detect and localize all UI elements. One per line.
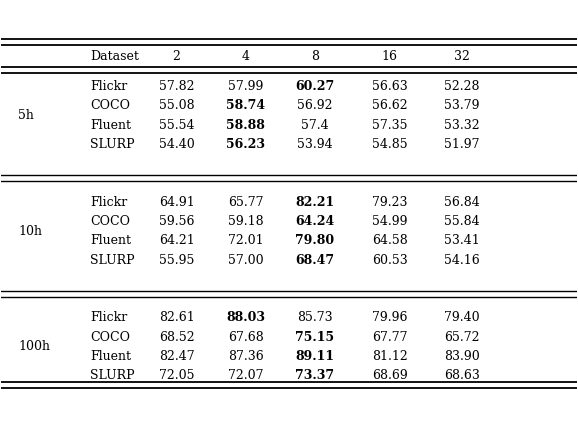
Text: 2: 2: [173, 50, 180, 63]
Text: 64.58: 64.58: [372, 234, 408, 248]
Text: 60.27: 60.27: [295, 80, 335, 93]
Text: 68.69: 68.69: [372, 369, 408, 383]
Text: Fluent: Fluent: [90, 350, 131, 363]
Text: 57.4: 57.4: [301, 119, 329, 132]
Text: 57.00: 57.00: [228, 254, 264, 267]
Text: 89.11: 89.11: [295, 350, 335, 363]
Text: 88.03: 88.03: [226, 311, 265, 324]
Text: 53.94: 53.94: [297, 138, 333, 151]
Text: 100h: 100h: [18, 340, 50, 353]
Text: 79.80: 79.80: [295, 234, 335, 248]
Text: Flickr: Flickr: [90, 311, 127, 324]
Text: 67.68: 67.68: [228, 331, 264, 344]
Text: SLURP: SLURP: [90, 369, 135, 383]
Text: 5h: 5h: [18, 109, 34, 122]
Text: 55.84: 55.84: [444, 215, 480, 228]
Text: 32: 32: [454, 50, 470, 63]
Text: 79.40: 79.40: [444, 311, 480, 324]
Text: 72.07: 72.07: [228, 369, 264, 383]
Text: 68.47: 68.47: [295, 254, 335, 267]
Text: 79.23: 79.23: [372, 196, 407, 209]
Text: 59.56: 59.56: [159, 215, 194, 228]
Text: 68.52: 68.52: [159, 331, 194, 344]
Text: 81.12: 81.12: [372, 350, 408, 363]
Text: 52.28: 52.28: [444, 80, 480, 93]
Text: 83.90: 83.90: [444, 350, 480, 363]
Text: 65.77: 65.77: [228, 196, 264, 209]
Text: 56.92: 56.92: [297, 99, 333, 112]
Text: Fluent: Fluent: [90, 119, 131, 132]
Text: 55.54: 55.54: [159, 119, 194, 132]
Text: 64.91: 64.91: [159, 196, 194, 209]
Text: 53.32: 53.32: [444, 119, 480, 132]
Text: 68.63: 68.63: [444, 369, 480, 383]
Text: 56.23: 56.23: [226, 138, 265, 151]
Text: 79.96: 79.96: [372, 311, 407, 324]
Text: 54.99: 54.99: [372, 215, 407, 228]
Text: 53.41: 53.41: [444, 234, 480, 248]
Text: 8: 8: [311, 50, 319, 63]
Text: Flickr: Flickr: [90, 196, 127, 209]
Text: 82.61: 82.61: [159, 311, 194, 324]
Text: 82.21: 82.21: [295, 196, 335, 209]
Text: 10h: 10h: [18, 225, 42, 238]
Text: 72.05: 72.05: [159, 369, 194, 383]
Text: 53.79: 53.79: [444, 99, 480, 112]
Text: 56.84: 56.84: [444, 196, 480, 209]
Text: 55.08: 55.08: [159, 99, 194, 112]
Text: COCO: COCO: [90, 215, 130, 228]
Text: 75.15: 75.15: [295, 331, 335, 344]
Text: 54.85: 54.85: [372, 138, 407, 151]
Text: 87.36: 87.36: [228, 350, 264, 363]
Text: 59.18: 59.18: [228, 215, 264, 228]
Text: Dataset: Dataset: [90, 50, 139, 63]
Text: 73.37: 73.37: [295, 369, 335, 383]
Text: 60.53: 60.53: [372, 254, 408, 267]
Text: 64.21: 64.21: [159, 234, 194, 248]
Text: 51.97: 51.97: [444, 138, 480, 151]
Text: 67.77: 67.77: [372, 331, 407, 344]
Text: 56.63: 56.63: [372, 80, 408, 93]
Text: 65.72: 65.72: [444, 331, 480, 344]
Text: 58.88: 58.88: [227, 119, 265, 132]
Text: 72.01: 72.01: [228, 234, 264, 248]
Text: COCO: COCO: [90, 331, 130, 344]
Text: 56.62: 56.62: [372, 99, 407, 112]
Text: 54.40: 54.40: [159, 138, 194, 151]
Text: 57.82: 57.82: [159, 80, 194, 93]
Text: 55.95: 55.95: [159, 254, 194, 267]
Text: 58.74: 58.74: [226, 99, 265, 112]
Text: 85.73: 85.73: [297, 311, 333, 324]
Text: 82.47: 82.47: [159, 350, 194, 363]
Text: Flickr: Flickr: [90, 80, 127, 93]
Text: SLURP: SLURP: [90, 254, 135, 267]
Text: SLURP: SLURP: [90, 138, 135, 151]
Text: 16: 16: [382, 50, 398, 63]
Text: 57.35: 57.35: [372, 119, 407, 132]
Text: 64.24: 64.24: [295, 215, 335, 228]
Text: 54.16: 54.16: [444, 254, 480, 267]
Text: 57.99: 57.99: [228, 80, 264, 93]
Text: 4: 4: [242, 50, 250, 63]
Text: COCO: COCO: [90, 99, 130, 112]
Text: Fluent: Fluent: [90, 234, 131, 248]
